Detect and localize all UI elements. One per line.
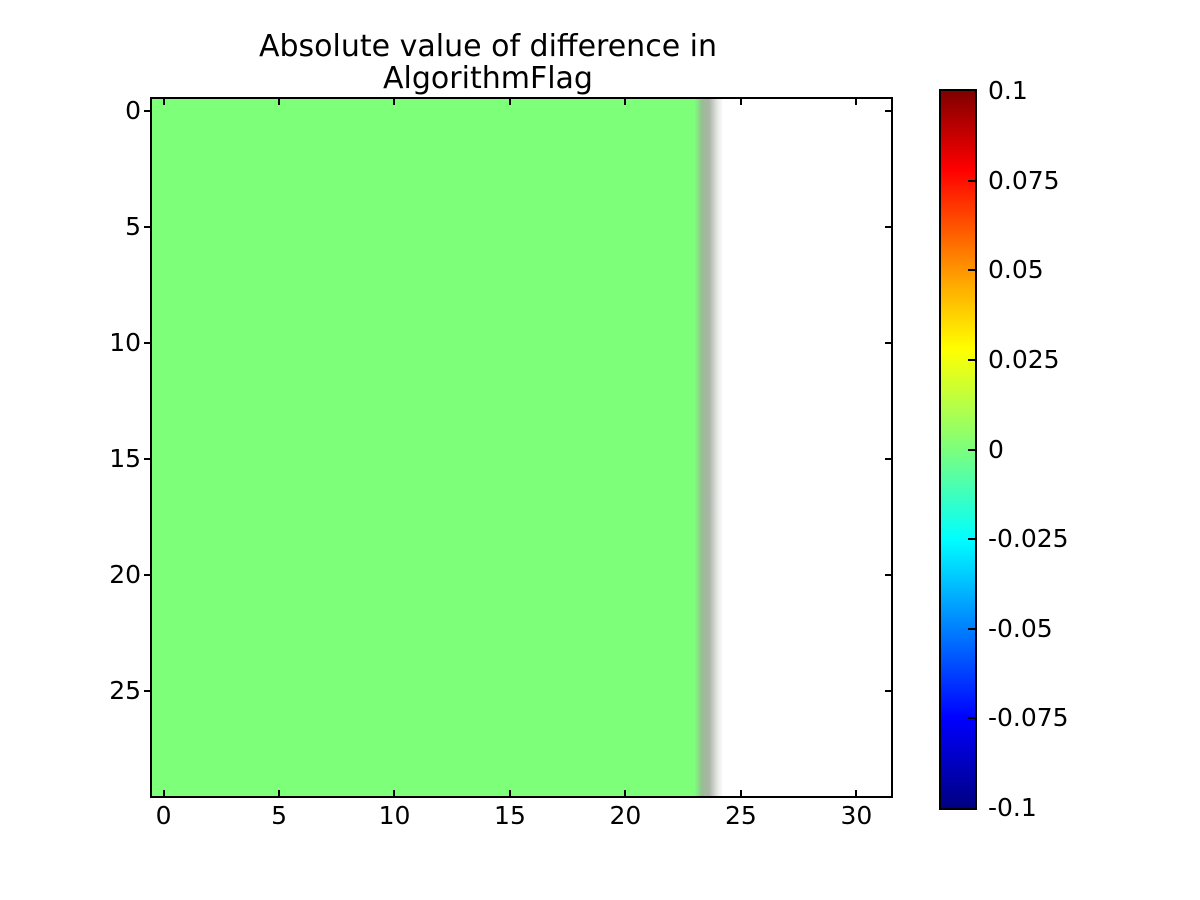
x-tick-bottom: [162, 790, 165, 796]
x-tick-top: [508, 99, 511, 105]
x-tick-bottom: [393, 790, 396, 796]
y-tick-label: 20: [109, 560, 141, 590]
x-tick-top: [162, 99, 165, 105]
x-tick-bottom: [278, 790, 281, 796]
x-tick-top: [393, 99, 396, 105]
colorbar: [939, 89, 977, 810]
y-tick-left: [144, 341, 150, 344]
colorbar-tick-label: -0.075: [988, 703, 1069, 733]
y-tick-right: [885, 690, 891, 693]
colorbar-tick-label: 0.075: [988, 165, 1060, 195]
y-tick-right: [885, 574, 891, 577]
x-tick-top: [278, 99, 281, 105]
y-tick-right: [885, 109, 891, 112]
y-tick-left: [144, 225, 150, 228]
colorbar-tick-label: 0: [988, 434, 1004, 464]
colorbar-tick: [968, 269, 975, 272]
x-tick-label: 10: [378, 801, 411, 830]
y-tick-left: [144, 574, 150, 577]
y-tick-label: 5: [125, 211, 141, 241]
x-tick-label: 20: [609, 801, 642, 830]
colorbar-tick-label: 0.1: [988, 76, 1028, 105]
colorbar-tick: [968, 448, 975, 451]
y-tick-left: [144, 109, 150, 112]
x-tick-label: 25: [724, 801, 757, 830]
chart-title-line2: AlgorithmFlag: [383, 61, 593, 96]
colorbar-tick: [968, 179, 975, 182]
y-tick-right: [885, 225, 891, 228]
y-tick-right: [885, 458, 891, 461]
y-tick-label: 10: [109, 327, 141, 357]
colorbar-tick: [968, 538, 975, 541]
colorbar-tick-label: -0.1: [988, 793, 1037, 822]
y-tick-label: 25: [109, 676, 141, 706]
x-tick-label: 5: [271, 801, 287, 830]
y-tick-label: 0: [125, 95, 141, 125]
x-tick-bottom: [508, 790, 511, 796]
y-tick-label: 15: [109, 444, 141, 474]
y-tick-left: [144, 690, 150, 693]
heatmap-axes: [144, 97, 893, 798]
x-tick-label: 0: [155, 801, 172, 830]
x-tick-top: [739, 99, 742, 105]
colorbar-tick: [968, 358, 975, 361]
x-tick-top: [624, 99, 627, 105]
x-tick-top: [855, 99, 858, 105]
colorbar-tick-label: -0.025: [988, 524, 1069, 554]
x-tick-bottom: [624, 790, 627, 796]
x-tick-label: 15: [494, 801, 526, 830]
colorbar-tick: [968, 627, 975, 630]
x-tick-bottom: [739, 790, 742, 796]
colorbar-tick: [968, 717, 975, 720]
chart-title-line1: Absolute value of difference in: [258, 29, 718, 64]
colorbar-tick-label: 0.05: [988, 255, 1044, 285]
y-tick-right: [885, 341, 891, 344]
y-tick-left: [144, 458, 150, 461]
colorbar-tick-label: -0.05: [988, 613, 1053, 643]
x-tick-label: 30: [840, 801, 873, 830]
chart-title: Absolute value of difference in Algorith…: [259, 31, 717, 95]
colorbar-tick-label: 0.025: [988, 344, 1060, 374]
x-tick-bottom: [855, 790, 858, 796]
